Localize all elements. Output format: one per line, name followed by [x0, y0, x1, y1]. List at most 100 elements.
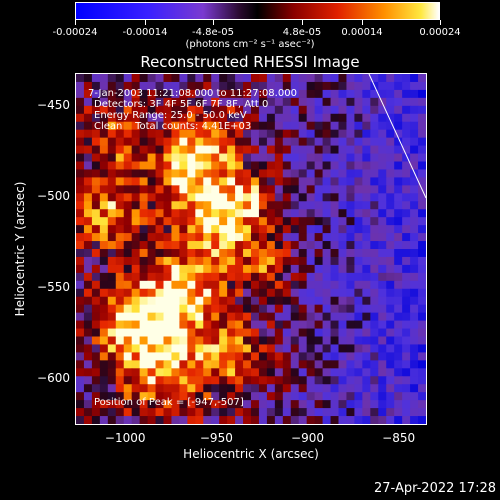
heatmap-cell — [76, 233, 85, 242]
heatmap-cell — [282, 233, 292, 242]
heatmap-cell — [211, 121, 220, 131]
heatmap-cell — [298, 161, 308, 171]
heatmap-cell — [386, 209, 395, 218]
heatmap-cell — [258, 129, 268, 139]
heatmap-cell — [258, 161, 268, 171]
heatmap-cell — [171, 344, 180, 353]
heatmap-cell — [338, 272, 348, 282]
heatmap-cell — [219, 233, 228, 242]
heatmap-cell — [155, 360, 165, 369]
heatmap-cell — [251, 241, 260, 250]
heatmap-cell — [139, 97, 149, 107]
heatmap-cell — [251, 344, 260, 353]
heatmap-cell — [179, 344, 188, 353]
heatmap-cell — [330, 416, 340, 424]
heatmap-cell — [99, 217, 109, 226]
heatmap-cell — [338, 336, 348, 346]
heatmap-cell — [163, 304, 173, 314]
heatmap-cell — [298, 312, 308, 322]
heatmap-cell — [235, 209, 244, 218]
heatmap-cell — [155, 368, 165, 377]
heatmap-cell — [211, 241, 220, 250]
heatmap-cell — [306, 201, 316, 210]
heatmap-cell — [195, 193, 204, 202]
heatmap-cell — [338, 241, 348, 250]
heatmap-cell — [76, 145, 85, 155]
heatmap-cell — [163, 97, 173, 107]
heatmap-cell — [378, 89, 387, 99]
heatmap-cell — [147, 328, 157, 338]
heatmap-cell — [338, 201, 348, 210]
heatmap-cell — [227, 328, 236, 338]
heatmap-cell — [402, 384, 411, 393]
heatmap-cell — [99, 400, 109, 409]
heatmap-cell — [378, 81, 387, 91]
heatmap-cell — [115, 201, 125, 210]
heatmap-cell — [187, 74, 196, 83]
heatmap-cell — [203, 392, 212, 401]
heatmap-cell — [330, 169, 340, 178]
heatmap-cell — [99, 81, 109, 91]
heatmap-cell — [322, 272, 332, 282]
heatmap-cell — [91, 408, 101, 417]
heatmap-cell — [282, 113, 292, 123]
heatmap-cell — [187, 97, 196, 107]
heatmap-cell — [171, 121, 180, 131]
heatmap-cell — [227, 177, 236, 186]
heatmap-cell — [163, 376, 173, 385]
heatmap-cell — [83, 408, 93, 417]
heatmap-cell — [418, 384, 426, 393]
heatmap-cell — [282, 288, 292, 298]
heatmap-cell — [91, 256, 101, 266]
heatmap-cell — [139, 209, 149, 218]
heatmap-cell — [163, 121, 173, 131]
heatmap-cell — [298, 193, 308, 202]
heatmap-cell — [346, 392, 355, 401]
heatmap-cell — [235, 145, 244, 155]
heatmap-cell — [76, 89, 85, 99]
heatmap-cell — [76, 177, 85, 186]
heatmap-cell — [187, 185, 196, 194]
heatmap-cell — [346, 233, 355, 242]
heatmap-cell — [266, 288, 276, 298]
heatmap-cell — [418, 256, 426, 266]
heatmap-cell — [179, 81, 188, 91]
heatmap-cell — [378, 185, 387, 194]
heatmap-cell — [386, 328, 395, 338]
heatmap-cell — [386, 408, 395, 417]
heatmap-cell — [195, 392, 204, 401]
heatmap-cell — [139, 201, 149, 210]
heatmap-cell — [410, 288, 419, 298]
heatmap-cell — [290, 312, 300, 322]
heatmap-cell — [139, 312, 149, 322]
heatmap-cell — [76, 376, 85, 385]
heatmap-cell — [147, 288, 157, 298]
heatmap-cell — [251, 304, 260, 314]
heatmap-cell — [243, 368, 252, 377]
heatmap-cell — [258, 113, 268, 123]
heatmap-cell — [227, 233, 236, 242]
heatmap-cell — [99, 129, 109, 139]
heatmap-cell — [258, 408, 268, 417]
heatmap-cell — [330, 256, 340, 266]
heatmap-cell — [410, 328, 419, 338]
heatmap-cell — [418, 264, 426, 274]
heatmap-cell — [306, 320, 316, 330]
heatmap-cell — [147, 193, 157, 202]
heatmap-cell — [386, 129, 395, 139]
heatmap-cell — [235, 312, 244, 322]
heatmap-cell — [266, 185, 276, 194]
heatmap-cell — [179, 368, 188, 377]
heatmap-cell — [99, 280, 109, 290]
heatmap-cell — [115, 312, 125, 322]
heatmap-cell — [227, 185, 236, 194]
heatmap-cell — [346, 121, 355, 131]
heatmap-cell — [155, 74, 165, 83]
heatmap-cell — [163, 153, 173, 163]
heatmap-cell — [418, 225, 426, 234]
heatmap-cell — [266, 312, 276, 322]
heatmap-cell — [394, 344, 403, 353]
heatmap-cell — [418, 288, 426, 298]
heatmap-cell — [131, 264, 141, 274]
heatmap-cell — [370, 177, 379, 186]
